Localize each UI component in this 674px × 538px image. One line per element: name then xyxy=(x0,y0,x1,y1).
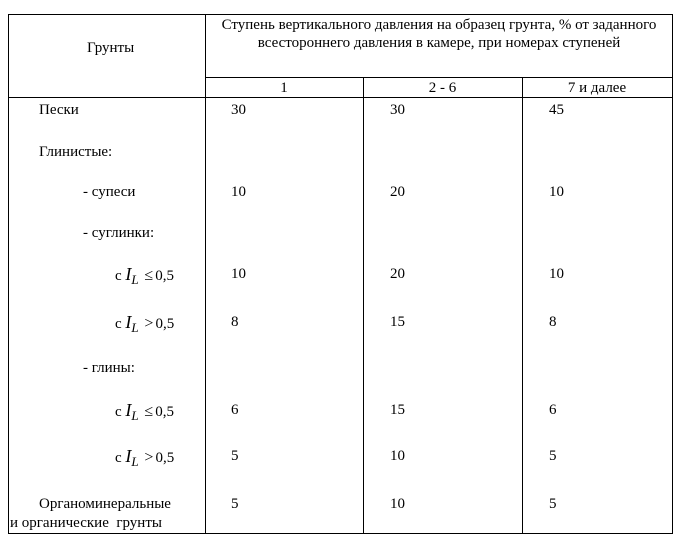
prefix-text: с xyxy=(115,450,122,466)
cell-value: 45 xyxy=(549,102,564,118)
il-variable: I xyxy=(125,446,132,466)
cell-value: 10 xyxy=(390,496,405,512)
row-label-clayey: Глинистые: xyxy=(39,144,113,160)
cell-value: 8 xyxy=(231,314,239,330)
cell-value: 5 xyxy=(549,496,557,512)
soil-column-header: Грунты xyxy=(87,40,135,56)
header-bottom-line xyxy=(9,97,672,98)
relation-symbol: > xyxy=(144,315,154,332)
prefix-text: с xyxy=(115,316,122,332)
soil-pressure-table: Грунты Ступень вертикального давления на… xyxy=(8,14,673,534)
cell-value: 10 xyxy=(549,184,564,200)
stage-number-7-plus: 7 и далее xyxy=(567,80,627,96)
cell-value: 10 xyxy=(549,266,564,282)
il-variable: I xyxy=(125,264,132,284)
relation-symbol: ≤ xyxy=(144,403,154,420)
cell-value: 10 xyxy=(231,266,246,282)
cell-value: 5 xyxy=(231,496,239,512)
prefix-text: с xyxy=(115,404,122,420)
il-subscript: L xyxy=(131,320,139,335)
row-label-sands: Пески xyxy=(39,102,79,118)
col-divider-3 xyxy=(522,77,523,533)
il-variable: I xyxy=(125,400,132,420)
row-label-il-gt: с IL >0,5 xyxy=(115,312,175,335)
prefix-text: с xyxy=(115,268,122,284)
cell-value: 10 xyxy=(390,448,405,464)
il-subscript: L xyxy=(131,454,139,469)
cell-value: 20 xyxy=(390,184,405,200)
row-label-loam: - суглинки: xyxy=(83,225,155,241)
cell-value: 5 xyxy=(549,448,557,464)
threshold-value: 0,5 xyxy=(155,316,175,332)
cell-value: 20 xyxy=(390,266,405,282)
cell-value: 8 xyxy=(549,314,557,330)
col-divider-2 xyxy=(363,77,364,533)
threshold-value: 0,5 xyxy=(155,268,174,284)
threshold-value: 0,5 xyxy=(155,404,174,420)
cell-value: 30 xyxy=(390,102,405,118)
row-label-organomineral: Органоминеральные xyxy=(39,496,171,512)
threshold-value: 0,5 xyxy=(155,450,175,466)
cell-value: 5 xyxy=(231,448,239,464)
cell-value: 15 xyxy=(390,314,405,330)
row-label-il-le: с IL ≤0,5 xyxy=(115,264,174,287)
relation-symbol: ≤ xyxy=(144,267,154,284)
row-label-clays: - глины: xyxy=(83,360,135,376)
stage-column-header: Ступень вертикального давления на образе… xyxy=(221,17,657,51)
il-variable: I xyxy=(125,312,132,332)
row-label-sandy-loam: - супеси xyxy=(83,184,136,200)
relation-symbol: > xyxy=(144,449,154,466)
cell-value: 30 xyxy=(231,102,246,118)
cell-value: 15 xyxy=(390,402,405,418)
row-label-il-gt: с IL >0,5 xyxy=(115,446,175,469)
row-label-organic: и органические грунты xyxy=(10,515,162,531)
col-divider-1 xyxy=(205,15,206,533)
stage-number-2-6: 2 - 6 xyxy=(428,80,457,96)
stage-number-1: 1 xyxy=(280,80,288,96)
il-subscript: L xyxy=(131,408,139,423)
row-label-il-le: с IL ≤0,5 xyxy=(115,400,174,423)
il-subscript: L xyxy=(131,272,139,287)
header-divider xyxy=(205,77,672,78)
cell-value: 6 xyxy=(549,402,557,418)
cell-value: 10 xyxy=(231,184,246,200)
cell-value: 6 xyxy=(231,402,239,418)
